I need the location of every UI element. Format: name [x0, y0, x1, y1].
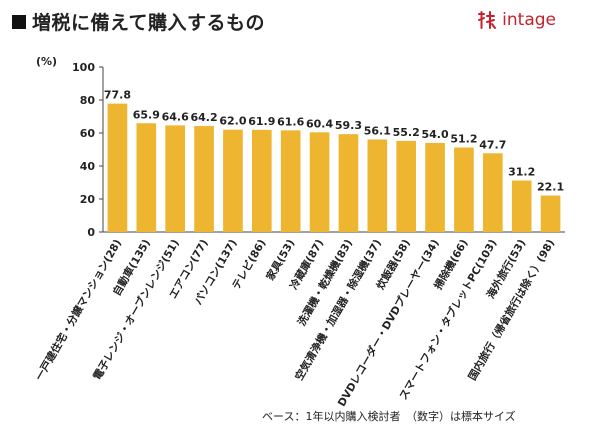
data-label: 60.4 — [306, 117, 333, 130]
bar — [338, 134, 359, 232]
data-label: 56.1 — [364, 124, 391, 137]
footnote: ベース：1年以内購入検討者 （数字）は標本サイズ — [262, 410, 516, 423]
data-label: 54.0 — [421, 128, 448, 141]
title-block: 増税に備えて購入するもの — [12, 8, 265, 35]
y-tick-label: 0 — [87, 226, 95, 239]
data-label: 59.3 — [335, 119, 362, 132]
bar — [251, 129, 272, 232]
bar — [425, 142, 445, 232]
chart-title: 増税に備えて購入するもの — [32, 12, 266, 34]
data-label: 65.9 — [133, 108, 160, 121]
data-label: 31.2 — [508, 166, 535, 179]
y-tick-label: 20 — [80, 193, 96, 206]
bar — [165, 125, 186, 232]
bar — [540, 195, 561, 232]
data-label: 22.1 — [537, 181, 564, 194]
y-tick-label: 80 — [80, 94, 96, 107]
data-label: 55.2 — [393, 126, 420, 139]
bar — [367, 139, 388, 232]
bar — [280, 130, 301, 232]
bar — [223, 129, 243, 232]
brand-logo: intage — [476, 10, 556, 30]
bar — [396, 140, 417, 232]
y-unit-label: (%) — [36, 55, 58, 68]
logo-text: intage — [502, 10, 556, 30]
bar — [136, 123, 157, 232]
bar — [194, 126, 214, 232]
data-label: 64.2 — [190, 111, 217, 124]
data-label: 47.7 — [479, 138, 506, 151]
data-label: 62.0 — [219, 115, 246, 128]
data-label: 77.8 — [104, 89, 131, 102]
data-label: 64.6 — [162, 110, 189, 123]
category-label: 家具(53) — [263, 237, 297, 283]
bar — [309, 132, 330, 232]
data-label: 61.6 — [277, 115, 304, 128]
intage-logo-icon — [478, 11, 497, 29]
y-tick-label: 100 — [72, 61, 95, 74]
data-label: 51.2 — [450, 133, 477, 146]
bar — [454, 147, 474, 232]
category-label: 洗濯機・乾燥機(83) — [295, 237, 355, 328]
bar — [511, 180, 532, 232]
y-tick-label: 40 — [80, 160, 96, 173]
bar — [107, 103, 128, 232]
y-tick-label: 60 — [80, 127, 96, 140]
title-bullet-icon — [12, 14, 26, 29]
data-label: 61.9 — [248, 115, 275, 128]
bar — [482, 153, 503, 232]
